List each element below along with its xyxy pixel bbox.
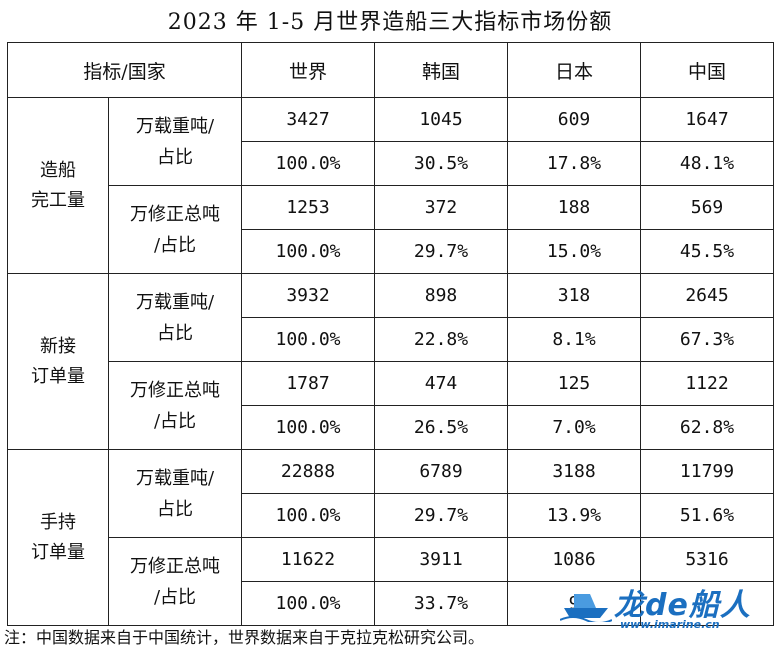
unit-cell: 万载重吨/占比	[108, 449, 242, 538]
value-cell: 3188	[507, 449, 641, 494]
table-row: 万修正总吨/占比 1253 372 188 569	[8, 185, 774, 274]
watermark-logo: 龙de船人 www.imarine.cn	[560, 578, 774, 636]
value-cell: 125	[507, 361, 641, 406]
share-cell: 100.0%	[241, 229, 375, 274]
category-label-line: 手持	[40, 511, 76, 533]
unit-label-line: 占比	[157, 146, 193, 168]
header-china: 中国	[640, 42, 774, 98]
value-cell: 609	[507, 97, 641, 142]
share-cell: 100.0%	[241, 317, 375, 362]
footnote: 注：中国数据来自于中国统计，世界数据来自于克拉克松研究公司。	[4, 628, 485, 647]
value-cell: 1045	[374, 97, 508, 142]
share-cell: 17.8%	[507, 141, 641, 186]
value-cell: 2645	[640, 273, 774, 318]
value-cell: 5316	[640, 537, 774, 582]
watermark-url: www.imarine.cn	[620, 618, 720, 631]
value-cell: 3427	[241, 97, 375, 142]
table-row: 100.0% 22.8% 8.1% 67.3%	[8, 317, 774, 362]
unit-label-line: /占比	[153, 234, 197, 256]
unit-label-line: 万载重吨/	[135, 291, 215, 313]
header-indicator-country: 指标/国家	[7, 42, 242, 98]
category-label-line: 新接	[40, 335, 76, 357]
table-row: 100.0%33.7%9	[8, 581, 774, 626]
share-cell: 26.5%	[374, 405, 508, 450]
table-row: 100.0% 29.7% 15.0% 45.5%	[8, 229, 774, 274]
share-cell: 29.7%	[374, 229, 508, 274]
share-cell: 67.3%	[640, 317, 774, 362]
table-row: 100.0% 26.5% 7.0% 62.8%	[8, 405, 774, 450]
category-label-line: 造船	[40, 159, 76, 181]
value-cell: 3911	[374, 537, 508, 582]
value-cell: 1086	[507, 537, 641, 582]
table-row: 万修正总吨/占比 1787 474 125 1122	[8, 361, 774, 450]
unit-cell: 万修正总吨/占比	[108, 537, 242, 626]
share-cell: 33.7%	[374, 581, 508, 626]
share-cell: 30.5%	[374, 141, 508, 186]
share-cell: 62.8%	[640, 405, 774, 450]
share-cell: 100.0%	[241, 493, 375, 538]
share-cell: 8.1%	[507, 317, 641, 362]
table-row: 100.0% 29.7% 13.9% 51.6%	[8, 493, 774, 538]
share-cell: 45.5%	[640, 229, 774, 274]
value-cell: 1647	[640, 97, 774, 142]
share-cell: 22.8%	[374, 317, 508, 362]
unit-cell: 万载重吨/占比	[108, 273, 242, 362]
value-cell: 188	[507, 185, 641, 230]
watermark-name: 龙de船人	[614, 588, 751, 623]
category-cell: 手持 订单量	[7, 449, 109, 626]
unit-label-line: 万载重吨/	[135, 467, 215, 489]
value-cell: 1253	[241, 185, 375, 230]
value-cell: 1122	[640, 361, 774, 406]
value-cell: 11799	[640, 449, 774, 494]
share-cell: 100.0%	[241, 405, 375, 450]
share-cell: 100.0%	[241, 581, 375, 626]
table-row: 手持 订单量 万载重吨/占比 22888 6789 3188 11799	[7, 449, 774, 626]
unit-label-line: 占比	[157, 498, 193, 520]
market-share-table: 指标/国家 世界 韩国 日本 中国 造船 完工量 万载重吨/占比 3427 1045 60…	[7, 42, 774, 626]
value-cell: 569	[640, 185, 774, 230]
unit-cell: 万载重吨/占比	[108, 97, 242, 186]
share-cell: 13.9%	[507, 493, 641, 538]
category-label-line: 订单量	[31, 365, 85, 387]
value-cell: 11622	[241, 537, 375, 582]
header-world: 世界	[241, 42, 375, 98]
value-cell: 3932	[241, 273, 375, 318]
share-cell: 48.1%	[640, 141, 774, 186]
unit-label-line: 万载重吨/	[135, 115, 215, 137]
unit-label-line: 占比	[157, 322, 193, 344]
unit-label-line: /占比	[153, 410, 197, 432]
value-cell: 898	[374, 273, 508, 318]
value-cell: 1787	[241, 361, 375, 406]
value-cell: 372	[374, 185, 508, 230]
unit-cell: 万修正总吨/占比	[108, 185, 242, 274]
unit-label-line: 万修正总吨	[130, 555, 220, 577]
category-label-line: 完工量	[31, 189, 85, 211]
share-cell: 51.6%	[640, 493, 774, 538]
page-title: 2023 年 1-5 月世界造船三大指标市场份额	[167, 10, 613, 35]
table-row: 新接 订单量 万载重吨/占比 3932 898 318 2645	[7, 273, 774, 450]
unit-cell: 万修正总吨/占比	[108, 361, 242, 450]
value-cell: 22888	[241, 449, 375, 494]
table-row: 造船 完工量 万载重吨/占比 3427 1045 609 1647	[7, 97, 774, 274]
unit-label-line: /占比	[153, 586, 197, 608]
category-cell: 新接 订单量	[7, 273, 109, 450]
unit-label-line: 万修正总吨	[130, 379, 220, 401]
table-row: 100.0% 30.5% 17.8% 48.1%	[8, 141, 774, 186]
share-cell: 100.0%	[241, 141, 375, 186]
unit-label-line: 万修正总吨	[130, 203, 220, 225]
share-cell: 7.0%	[507, 405, 641, 450]
header-korea: 韩国	[374, 42, 508, 98]
header-japan: 日本	[507, 42, 641, 98]
share-cell: 29.7%	[374, 493, 508, 538]
category-cell: 造船 完工量	[7, 97, 109, 274]
value-cell: 318	[507, 273, 641, 318]
value-cell: 6789	[374, 449, 508, 494]
share-cell: 15.0%	[507, 229, 641, 274]
header-row: 指标/国家 世界 韩国 日本 中国	[7, 42, 774, 98]
value-cell: 474	[374, 361, 508, 406]
category-label-line: 订单量	[31, 541, 85, 563]
table-row: 万修正总吨/占比 11622 3911 1086 5316	[8, 537, 774, 626]
ship-logo-icon	[560, 594, 612, 622]
share-cell	[640, 581, 774, 626]
